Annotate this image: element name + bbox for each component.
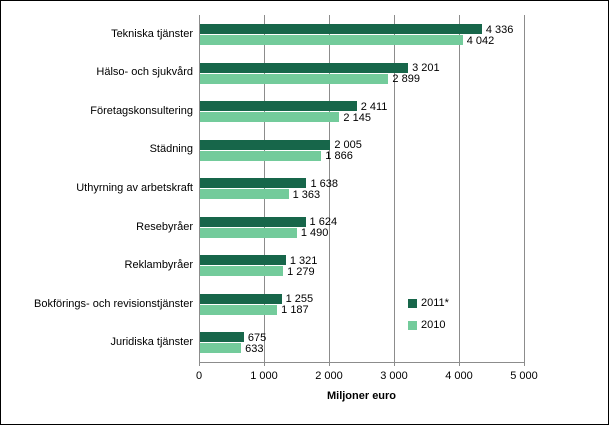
gridline-2000 [329, 15, 330, 362]
bar-2011-2 [200, 101, 357, 112]
legend-swatch-2011 [408, 299, 417, 308]
x-tick-label-5000: 5 000 [510, 370, 538, 382]
category-label: Resebyråer [136, 220, 193, 233]
category-label: Bokförings- och revisionstjänster [34, 297, 193, 310]
x-tick-label-0: 0 [195, 370, 203, 382]
category-label: Hälso- och sjukvård [96, 66, 193, 79]
bar-value-label: 2 145 [343, 111, 371, 124]
bar-2010-8 [200, 343, 242, 354]
bar-2010-6 [200, 266, 284, 277]
legend-swatch-2010 [408, 321, 417, 330]
bar-value-label: 1 638 [310, 177, 338, 190]
bar-2010-3 [200, 150, 322, 161]
x-tick-label-4000: 4 000 [445, 370, 473, 382]
category-label: Städning [149, 143, 193, 156]
bar-2010-5 [200, 227, 297, 238]
bar-2011-8 [200, 332, 244, 343]
bar-2010-0 [200, 35, 463, 45]
bar-value-label: 1 490 [300, 227, 329, 240]
category-label: Juridiska tjänster [110, 336, 193, 349]
bar-2011-4 [200, 178, 307, 189]
legend-label-2011: 2011* [421, 297, 449, 309]
bar-2011-3 [200, 139, 331, 150]
bar-value-label: 1 624 [309, 216, 338, 229]
x-tick-label-2000: 2 000 [315, 370, 343, 382]
plot-area [199, 15, 525, 363]
bar-value-label: 4 336 [485, 23, 514, 36]
x-tick-1000 [264, 362, 265, 366]
x-tick-2000 [329, 362, 330, 366]
bar-value-label: 2 899 [392, 73, 420, 86]
x-axis-title: Miljoner euro [326, 390, 397, 402]
bar-2010-2 [200, 112, 340, 123]
bar-2011-5 [200, 216, 306, 227]
x-tick-5000 [524, 362, 525, 366]
bar-value-label: 1 279 [287, 265, 315, 278]
x-tick-4000 [459, 362, 460, 366]
bar-value-label: 2 005 [334, 139, 362, 152]
category-label: Företagskonsultering [90, 104, 193, 117]
bar-2011-6 [200, 255, 286, 266]
bar-2011-0 [200, 24, 482, 34]
bar-value-label: 3 201 [412, 62, 440, 75]
bar-value-label: 1 187 [281, 304, 309, 317]
bar-2011-1 [200, 62, 409, 73]
bar-2010-7 [200, 304, 278, 315]
category-label: Reklambyråer [124, 259, 193, 272]
gridline-4000 [459, 15, 460, 362]
gridline-3000 [394, 15, 395, 362]
legend-item-2011: 2011* [408, 298, 449, 309]
x-tick-0 [199, 362, 200, 366]
bar-value-label: 1 321 [289, 254, 318, 267]
legend-label-2010: 2010 [421, 319, 446, 331]
bar-value-label: 675 [247, 331, 267, 344]
legend: 2011* 2010 [408, 298, 449, 342]
bar-value-label: 4 042 [466, 34, 495, 47]
gridline-1000 [264, 15, 265, 362]
bar-value-label: 1 866 [325, 150, 353, 163]
bar-value-label: 633 [245, 342, 264, 355]
x-tick-label-1000: 1 000 [250, 370, 278, 382]
legend-item-2010: 2010 [408, 320, 449, 331]
x-tick-3000 [394, 362, 395, 366]
bar-value-label: 1 363 [292, 188, 321, 201]
bar-value-label: 2 411 [360, 100, 388, 113]
gridline-5000 [524, 15, 525, 362]
category-label: Tekniska tjänster [111, 27, 193, 40]
bar-value-label: 1 255 [285, 293, 314, 306]
bar-2010-4 [200, 189, 289, 200]
category-label: Uthyrning av arbetskraft [76, 182, 193, 194]
x-tick-label-3000: 3 000 [380, 370, 408, 382]
bar-2010-1 [200, 73, 389, 84]
bar-2011-7 [200, 293, 282, 304]
